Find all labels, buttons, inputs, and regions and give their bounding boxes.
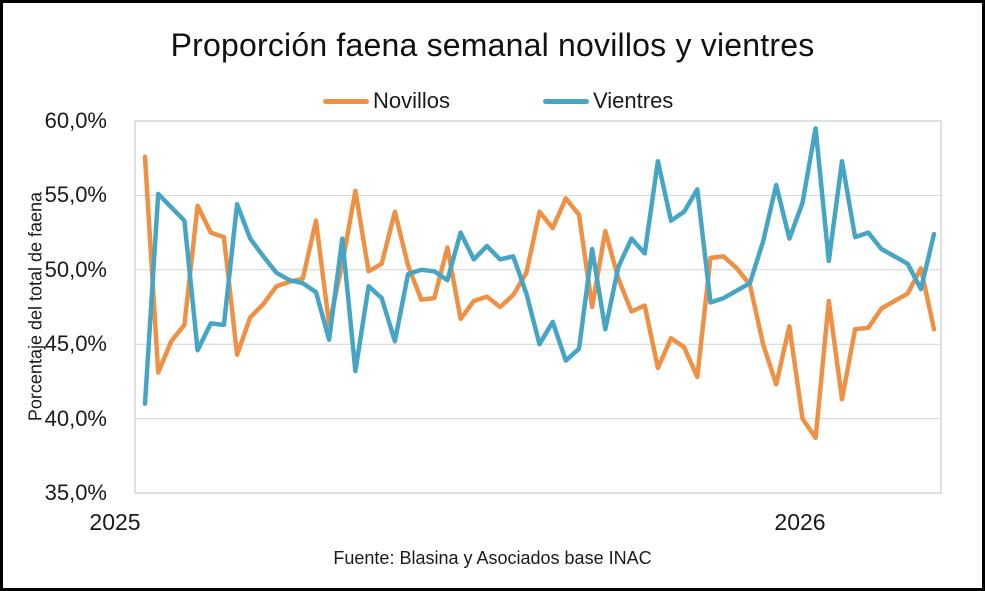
chart-title: Proporción faena semanal novillos y vien…	[170, 27, 815, 63]
novillos-line	[142, 154, 937, 441]
y-tick-label: 35,0%	[44, 480, 107, 505]
legend-label-vientres: Vientres	[593, 88, 674, 113]
y-tick-label: 60,0%	[44, 108, 107, 133]
legend-item-novillos: Novillos	[323, 88, 450, 114]
x-tick-label: 2025	[89, 509, 141, 535]
legend-item-vientres: Vientres	[543, 88, 673, 114]
x-tick-label: 2026	[774, 509, 826, 535]
novillos-line-swatch-icon	[323, 98, 369, 104]
y-tick-label: 55,0%	[44, 182, 107, 208]
vientres-line-swatch-icon	[543, 98, 589, 104]
y-tick-label: 45,0%	[44, 331, 107, 357]
legend-label-novillos: Novillos	[373, 88, 451, 113]
source-note: Fuente: Blasina y Asociados base INAC	[333, 548, 652, 568]
y-tick-label: 50,0%	[44, 256, 107, 282]
chart-canvas	[134, 120, 942, 494]
y-tick-label: 40,0%	[44, 405, 107, 431]
plot-border	[134, 120, 942, 494]
vientres-line	[142, 126, 937, 406]
